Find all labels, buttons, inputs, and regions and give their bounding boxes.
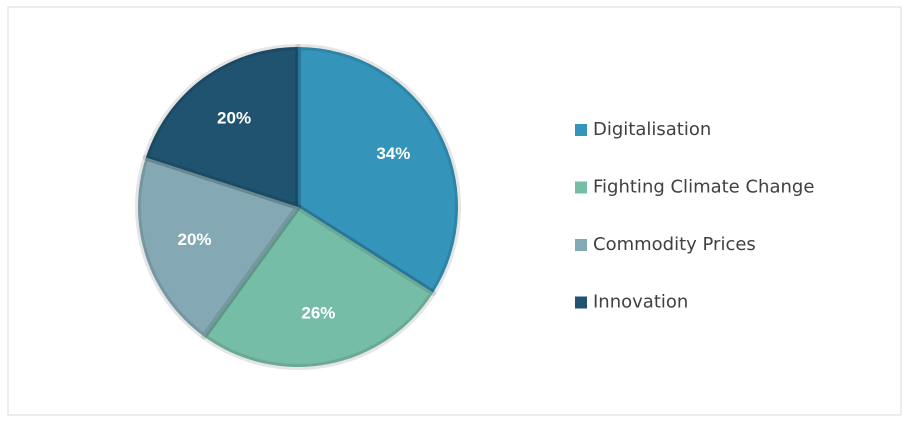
legend-swatch — [575, 296, 587, 309]
legend-swatch — [575, 239, 587, 251]
pie-slice — [295, 44, 461, 296]
pie-slice — [200, 204, 437, 370]
legend-label: Innovation — [593, 292, 688, 313]
legend-swatch — [575, 181, 587, 194]
data-label: 34% — [376, 144, 410, 163]
pie-slice — [135, 154, 301, 340]
data-label: 20% — [217, 108, 251, 127]
legend-label: Commodity Prices — [593, 234, 756, 255]
legend-label: Fighting Climate Change — [593, 177, 814, 198]
pie-slice — [142, 44, 301, 210]
legend-swatch — [575, 124, 587, 136]
data-label: 26% — [301, 303, 335, 322]
legend-label: Digitalisation — [593, 119, 711, 140]
data-label: 20% — [178, 230, 212, 249]
